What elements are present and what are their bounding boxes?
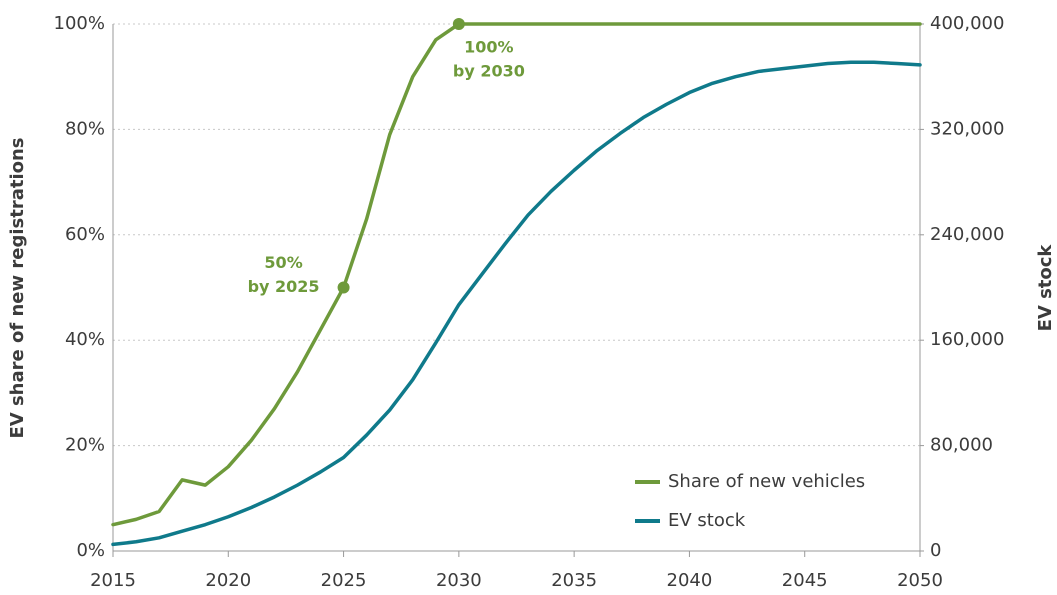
legend-label: Share of new vehicles — [668, 471, 865, 492]
annotation-marker — [337, 281, 350, 294]
x-tick-label: 2030 — [436, 570, 482, 591]
x-tick-label: 2025 — [321, 570, 367, 591]
line-series — [111, 60, 922, 547]
annotation-text: by 2025 — [248, 277, 320, 296]
y-tick-label: 0% — [76, 540, 105, 561]
y2-tick-label: 0 — [930, 540, 941, 561]
y2-tick-label: 80,000 — [930, 435, 993, 456]
annotation-text: by 2030 — [453, 62, 525, 81]
y-tick-label: 40% — [65, 329, 105, 350]
x-tick-label: 2035 — [551, 570, 597, 591]
legend-label: EV stock — [668, 510, 746, 531]
annotation-text: 100% — [464, 38, 513, 57]
y-tick-label: 60% — [65, 224, 105, 245]
x-tick-label: 2045 — [782, 570, 828, 591]
y-tick-label: 80% — [65, 118, 105, 139]
x-tick-label: 2050 — [897, 570, 943, 591]
y2-tick-label: 160,000 — [930, 329, 1004, 350]
x-tick-label: 2020 — [205, 570, 251, 591]
x-tick-label: 2015 — [90, 570, 136, 591]
y2-tick-label: 240,000 — [930, 224, 1004, 245]
y-tick-label: 20% — [65, 435, 105, 456]
y-tick-label: 100% — [54, 13, 105, 34]
y-axis-label: EV share of new registrations — [7, 137, 28, 438]
line-series — [111, 22, 922, 527]
x-tick-label: 2040 — [667, 570, 713, 591]
y2-axis-label: EV stock — [1035, 244, 1056, 332]
y2-tick-label: 400,000 — [930, 13, 1004, 34]
y2-tick-label: 320,000 — [930, 118, 1004, 139]
annotation-marker — [452, 18, 465, 30]
annotation-text: 50% — [264, 253, 302, 272]
